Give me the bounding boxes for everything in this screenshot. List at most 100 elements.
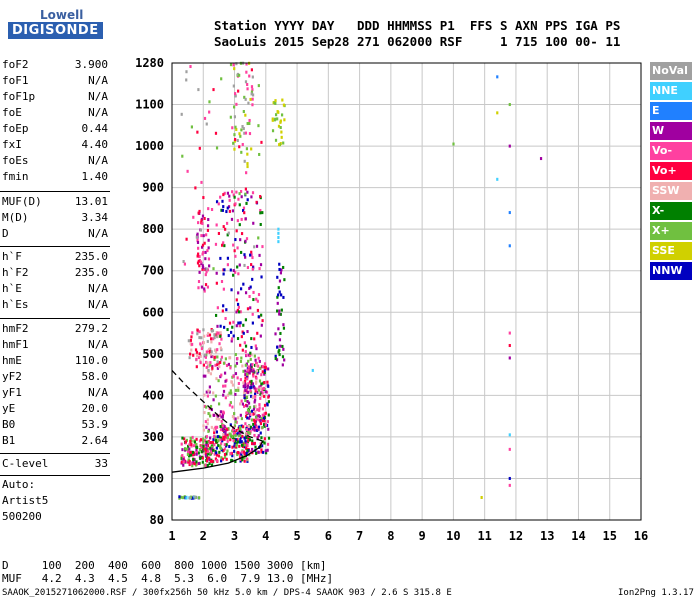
echo-point	[197, 221, 200, 225]
x-tick-label: 5	[293, 529, 300, 543]
echo-point	[253, 245, 256, 249]
echo-point	[267, 384, 270, 388]
echo-point	[253, 400, 256, 404]
echo-point	[204, 355, 207, 359]
echo-point	[234, 417, 237, 421]
echo-point	[238, 132, 241, 136]
echo-point	[198, 270, 201, 274]
echo-point	[230, 380, 233, 384]
echo-point	[232, 84, 235, 88]
echo-point	[235, 102, 238, 106]
echo-point	[187, 450, 190, 454]
echo-point	[249, 285, 252, 289]
echo-point	[245, 436, 248, 440]
echo-point	[211, 459, 214, 463]
echo-point	[277, 286, 280, 290]
echo-point	[234, 202, 237, 206]
echo-point	[205, 425, 208, 429]
echo-point	[216, 355, 219, 359]
echo-point	[208, 385, 211, 389]
echo-point	[204, 420, 207, 424]
echo-point	[237, 321, 240, 325]
echo-point	[202, 440, 205, 444]
echo-point	[232, 273, 235, 277]
echo-point	[235, 361, 239, 365]
echo-point	[195, 442, 198, 446]
echo-point	[239, 459, 242, 463]
parameter-name: hmE	[2, 354, 22, 367]
echo-point	[186, 169, 189, 173]
echo-point	[230, 451, 233, 455]
echo-point	[229, 451, 232, 455]
echo-point	[243, 263, 246, 267]
echo-point	[278, 353, 281, 357]
echo-point	[233, 441, 236, 445]
echo-point	[226, 256, 230, 260]
echo-point	[240, 399, 243, 403]
echo-point	[202, 428, 205, 432]
echo-points	[178, 61, 543, 500]
echo-point	[203, 393, 206, 397]
echo-point	[266, 403, 269, 407]
echo-point	[232, 320, 235, 324]
echo-point	[203, 116, 207, 120]
echo-point	[207, 332, 210, 336]
echo-point	[208, 347, 211, 351]
echo-point	[238, 192, 241, 196]
parameter-row: yF1 N/A	[2, 386, 108, 400]
parameter-name: h`E	[2, 282, 22, 295]
echo-point	[235, 229, 238, 233]
echo-point	[210, 207, 214, 211]
echo-point	[240, 217, 243, 221]
echo-point	[216, 348, 219, 352]
echo-point	[235, 310, 238, 314]
echo-point	[278, 290, 281, 294]
echo-point	[241, 364, 244, 368]
echo-point	[261, 413, 264, 417]
echo-point	[197, 259, 200, 263]
y-tick-label: 1000	[135, 139, 164, 153]
parameter-separator	[0, 191, 110, 192]
autoscale-note: Artist5	[2, 494, 49, 507]
echo-point	[258, 253, 261, 257]
echo-point	[202, 363, 206, 367]
echo-point	[252, 290, 255, 294]
echo-point	[248, 405, 252, 409]
echo-point	[249, 253, 252, 257]
echo-point	[217, 402, 221, 406]
echo-point	[187, 444, 190, 448]
echo-point	[242, 425, 245, 429]
echo-point	[247, 365, 250, 369]
parameter-value: 33	[94, 457, 108, 470]
echo-point	[253, 337, 256, 341]
echo-point	[221, 437, 225, 441]
autoscale-note: 500200	[2, 510, 42, 523]
parameter-value: 110.0	[74, 354, 108, 367]
echo-point	[189, 65, 192, 69]
echo-point	[248, 416, 251, 420]
echo-point	[219, 334, 222, 338]
echo-point	[238, 310, 241, 314]
echo-point	[185, 70, 188, 74]
plot-axes: 1 2 3 4 5 6 7 8 9 10 11 12 13 14 15 1680200300400500600…	[135, 56, 648, 543]
parameter-row: foEs N/A	[2, 154, 108, 168]
echo-point	[245, 237, 249, 241]
echo-point	[228, 194, 231, 198]
legend-entry: X-	[650, 202, 692, 220]
echo-point	[223, 453, 227, 457]
echo-point	[202, 196, 205, 200]
echo-point	[231, 405, 234, 409]
echo-point	[206, 463, 209, 467]
echo-point	[251, 97, 254, 101]
echo-point	[203, 449, 206, 453]
autoscale-note: Auto:	[2, 478, 36, 491]
echo-point	[195, 350, 199, 354]
echo-point	[217, 331, 220, 335]
echo-point	[244, 291, 248, 295]
echo-point	[246, 372, 249, 376]
digisonde-logo: DIGISONDE	[8, 22, 103, 39]
echo-point	[208, 407, 211, 411]
echo-point	[210, 450, 213, 454]
echo-point	[236, 138, 239, 142]
